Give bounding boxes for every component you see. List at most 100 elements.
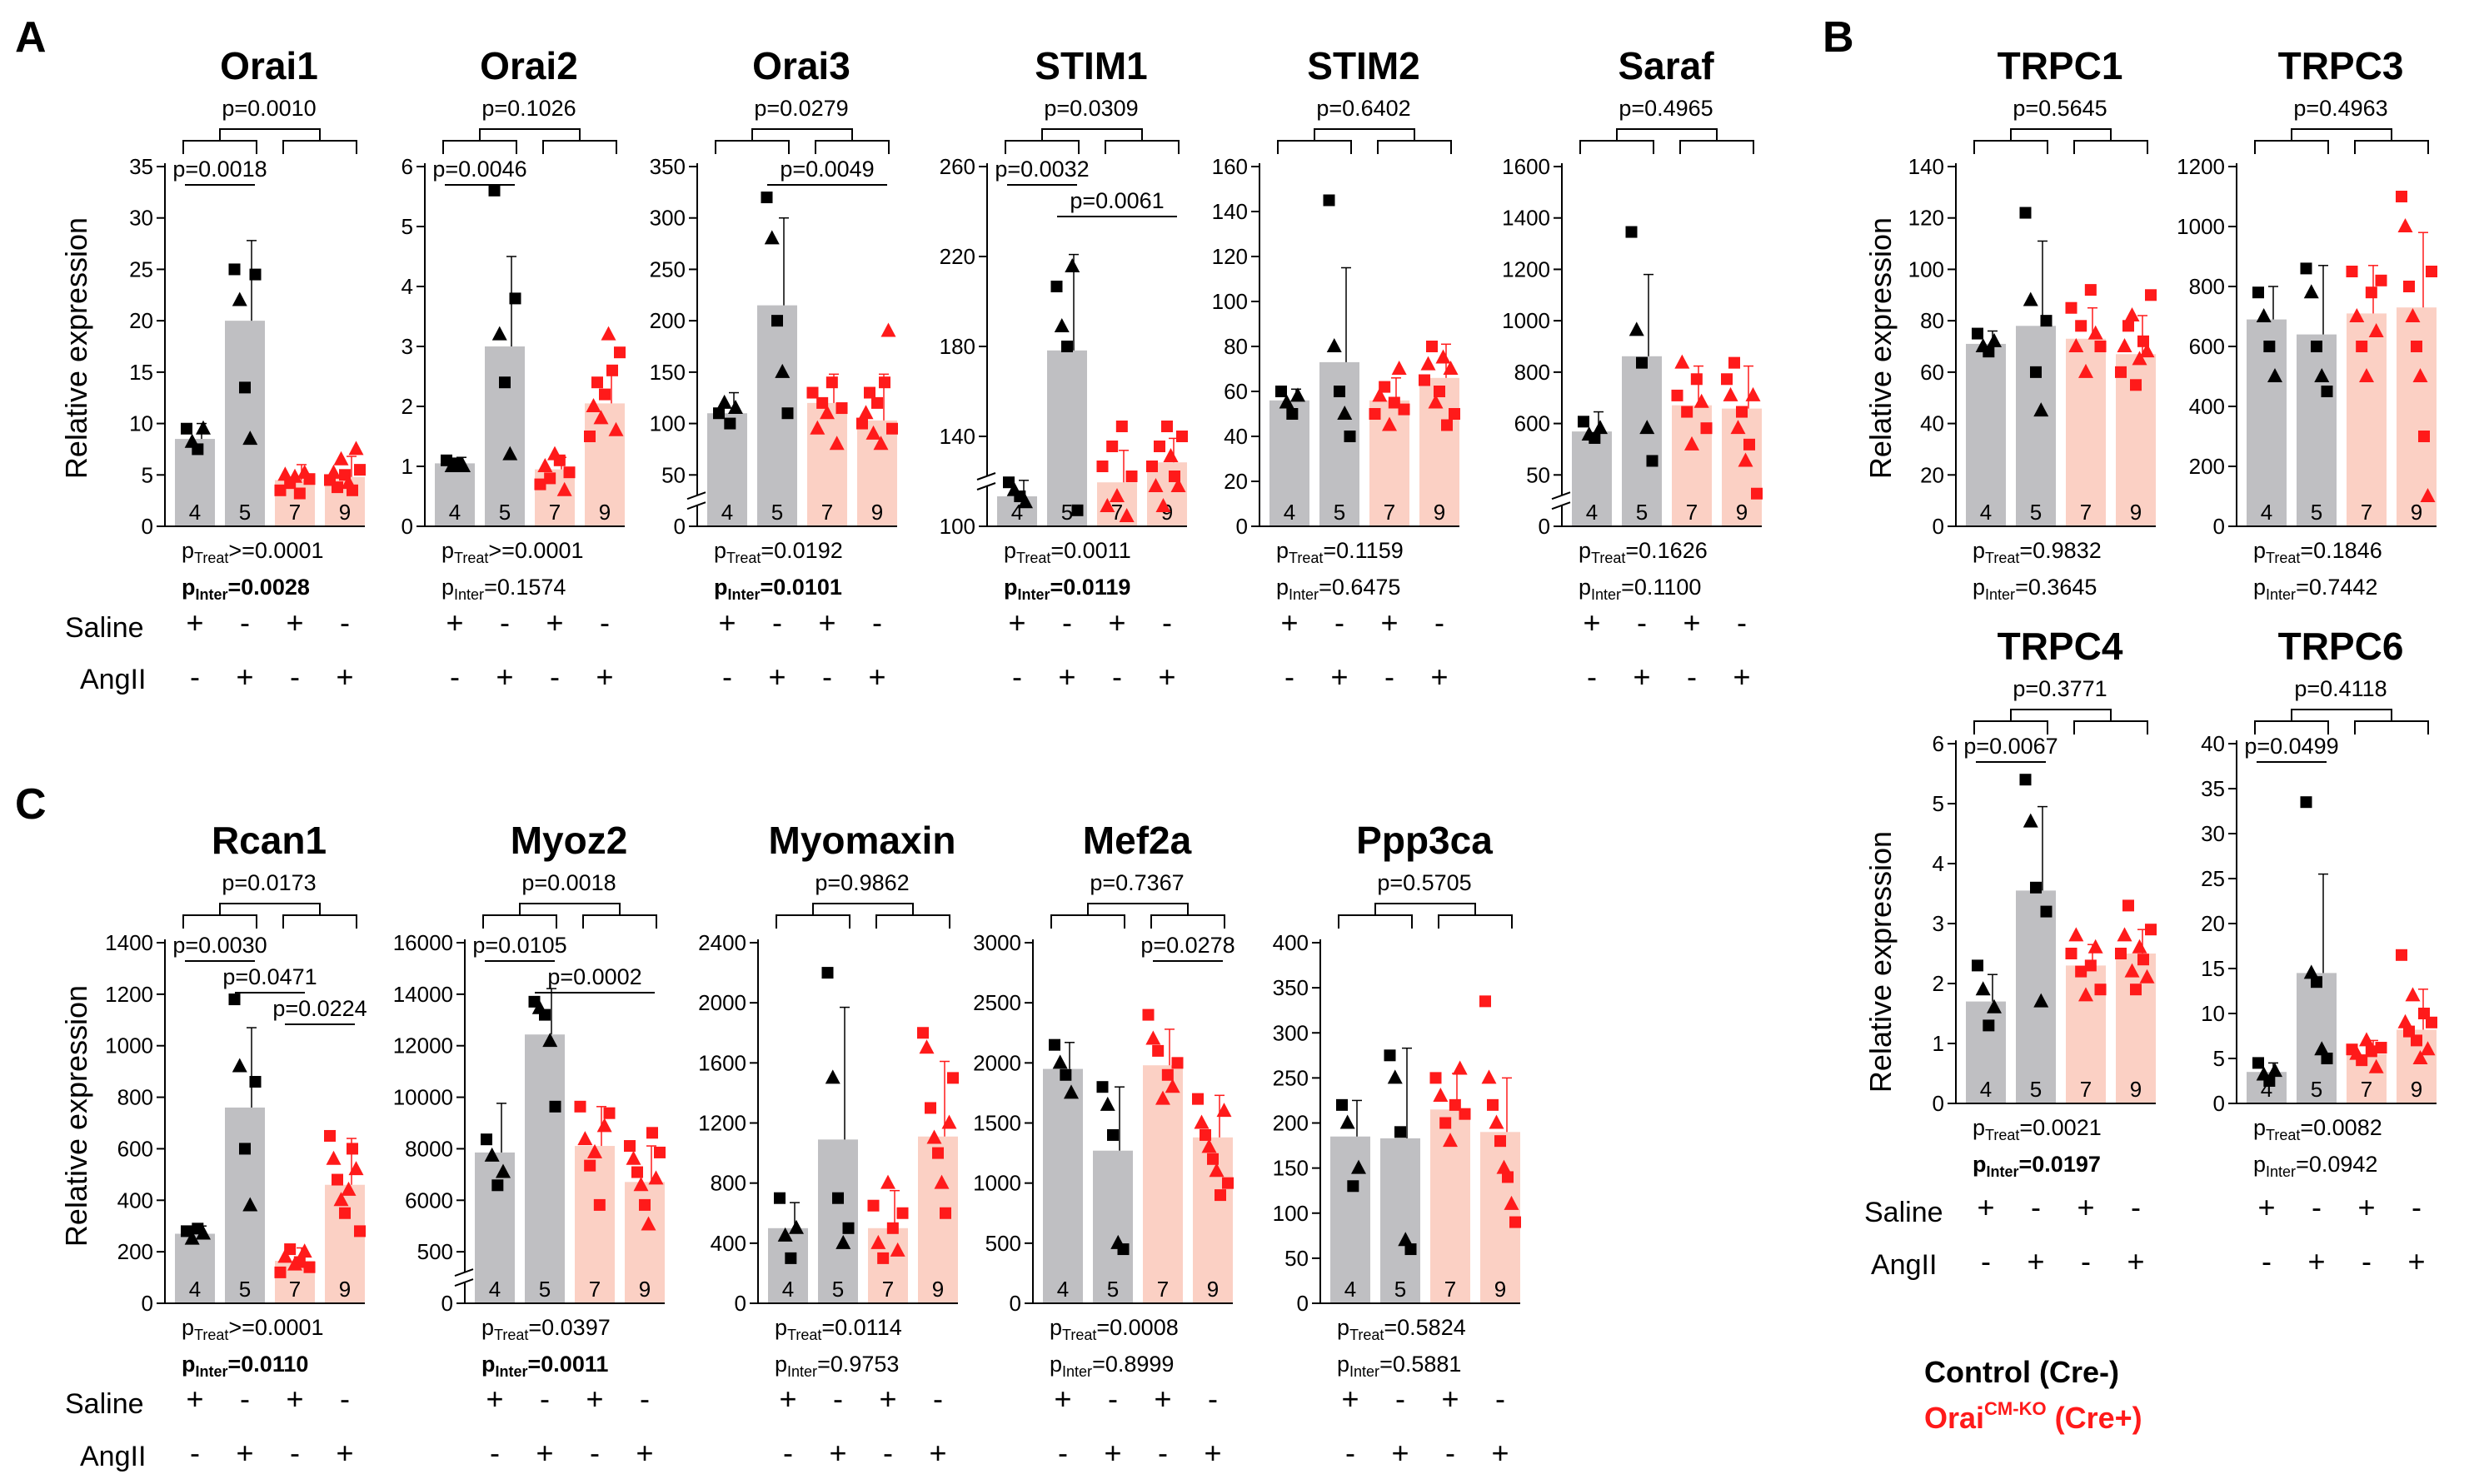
y-tick-label: 120 bbox=[1908, 206, 1944, 231]
angii-sign: - bbox=[2081, 1244, 2091, 1278]
p-treat-p: p bbox=[182, 1315, 194, 1340]
p-inter-sub: Inter bbox=[2266, 586, 2296, 603]
y-tick-label: 2400 bbox=[698, 930, 746, 955]
p-inter-p: p bbox=[481, 1352, 496, 1377]
data-point bbox=[2365, 1045, 2377, 1058]
chart-title: TRPC3 bbox=[2278, 44, 2404, 87]
angii-sign: - bbox=[1058, 1436, 1068, 1470]
y-tick-label: 400 bbox=[117, 1188, 153, 1213]
y-tick-label: 35 bbox=[129, 154, 153, 179]
bracket-control bbox=[182, 914, 257, 929]
angii-sign: + bbox=[1104, 1436, 1121, 1470]
data-point bbox=[2139, 343, 2155, 358]
data-point bbox=[1502, 1171, 1514, 1183]
bracket-control bbox=[715, 140, 790, 154]
y-tick-label: 5 bbox=[142, 462, 153, 487]
bracket-ko bbox=[815, 140, 890, 154]
saline-sign: - bbox=[2031, 1190, 2041, 1224]
y-tick-label: 0 bbox=[1933, 1091, 1944, 1116]
n-label: 9 bbox=[339, 500, 351, 525]
y-tick-label: 1200 bbox=[698, 1111, 746, 1136]
data-point bbox=[1110, 488, 1125, 502]
y-tick-label: 0 bbox=[1297, 1291, 1309, 1316]
data-point bbox=[871, 396, 883, 409]
bar-1 bbox=[1572, 431, 1612, 526]
angii-sign: + bbox=[536, 1436, 553, 1470]
y-tick-label: 1200 bbox=[2177, 154, 2225, 179]
data-point bbox=[584, 431, 596, 442]
data-point bbox=[1496, 1159, 1512, 1174]
data-point bbox=[2122, 320, 2134, 332]
p-treat-sub: Treat bbox=[1349, 1327, 1384, 1343]
data-point bbox=[2132, 351, 2147, 366]
p-treat-sub: Treat bbox=[194, 1327, 228, 1343]
saline-sign: - bbox=[833, 1382, 843, 1416]
y-tick-label: 1000 bbox=[973, 1171, 1021, 1196]
angii-sign: + bbox=[929, 1436, 946, 1470]
n-label: 5 bbox=[1334, 500, 1345, 525]
bracket-control bbox=[442, 140, 517, 154]
data-point bbox=[825, 376, 838, 389]
data-point bbox=[181, 422, 192, 435]
data-point bbox=[1394, 1126, 1406, 1138]
data-point bbox=[1384, 1049, 1396, 1062]
saline-sign: + bbox=[2257, 1190, 2275, 1224]
y-tick-label: 5 bbox=[2213, 1046, 2225, 1071]
data-point bbox=[775, 363, 791, 378]
saline-sign: + bbox=[1154, 1382, 1171, 1416]
data-point bbox=[2263, 341, 2276, 352]
angii-sign: + bbox=[1430, 660, 1448, 694]
angii-sign: - bbox=[190, 1436, 200, 1470]
p-treat-p: p bbox=[1973, 538, 1985, 563]
data-point bbox=[2117, 338, 2132, 352]
data-point bbox=[1391, 361, 1407, 375]
y-tick-label: 2000 bbox=[698, 990, 746, 1015]
data-point bbox=[1049, 1038, 1060, 1051]
p-inter-value: =0.0197 bbox=[2019, 1152, 2101, 1177]
y-tick-label: 250 bbox=[650, 256, 686, 281]
bracket-ko bbox=[1438, 914, 1513, 929]
p-treat-value: =0.0192 bbox=[761, 538, 842, 563]
bar-1 bbox=[1966, 343, 2006, 526]
overall-p-value: p=0.7367 bbox=[1090, 870, 1184, 895]
n-label: 7 bbox=[549, 500, 561, 525]
data-point bbox=[2084, 959, 2097, 972]
bracket-interaction bbox=[1087, 903, 1189, 915]
data-point bbox=[1388, 396, 1400, 409]
y-tick-label: 100 bbox=[940, 514, 975, 539]
data-point bbox=[2405, 308, 2421, 322]
n-label: 7 bbox=[589, 1277, 601, 1302]
y-tick-label: 50 bbox=[1526, 462, 1550, 487]
data-point bbox=[2303, 284, 2319, 299]
saline-sign: + bbox=[718, 605, 736, 640]
y-tick-label: 6000 bbox=[405, 1188, 453, 1213]
angii-sign: + bbox=[1633, 660, 1650, 694]
angii-sign: + bbox=[596, 660, 613, 694]
y-tick-label: 100 bbox=[1212, 289, 1248, 314]
data-point bbox=[1398, 403, 1410, 416]
data-point bbox=[2267, 368, 2282, 382]
data-point bbox=[2311, 341, 2322, 352]
p-treat-value: =0.9832 bbox=[2019, 538, 2101, 563]
data-point bbox=[1052, 1054, 1068, 1069]
bar-4 bbox=[1193, 1137, 1233, 1303]
data-point bbox=[1428, 394, 1444, 409]
axis-break-mark bbox=[1551, 491, 1571, 510]
data-point bbox=[2314, 1041, 2330, 1056]
data-point bbox=[2396, 949, 2407, 961]
data-point bbox=[1323, 194, 1335, 207]
data-point bbox=[196, 1225, 211, 1240]
bracket-ko bbox=[582, 914, 657, 929]
p-inter-value: =0.9753 bbox=[817, 1352, 899, 1377]
n-label: 7 bbox=[2361, 500, 2372, 525]
p-inter-value: =0.7442 bbox=[2296, 575, 2377, 600]
data-point bbox=[2115, 366, 2127, 378]
data-point bbox=[574, 1100, 586, 1113]
n-label: 7 bbox=[289, 500, 301, 525]
axis-break-mark bbox=[686, 491, 706, 510]
p-inter: pInter=0.0119 bbox=[1004, 575, 1130, 603]
bracket-ko bbox=[1105, 140, 1180, 154]
data-point bbox=[1161, 1068, 1174, 1081]
y-axis-label-c: Relative expression bbox=[59, 985, 93, 1247]
